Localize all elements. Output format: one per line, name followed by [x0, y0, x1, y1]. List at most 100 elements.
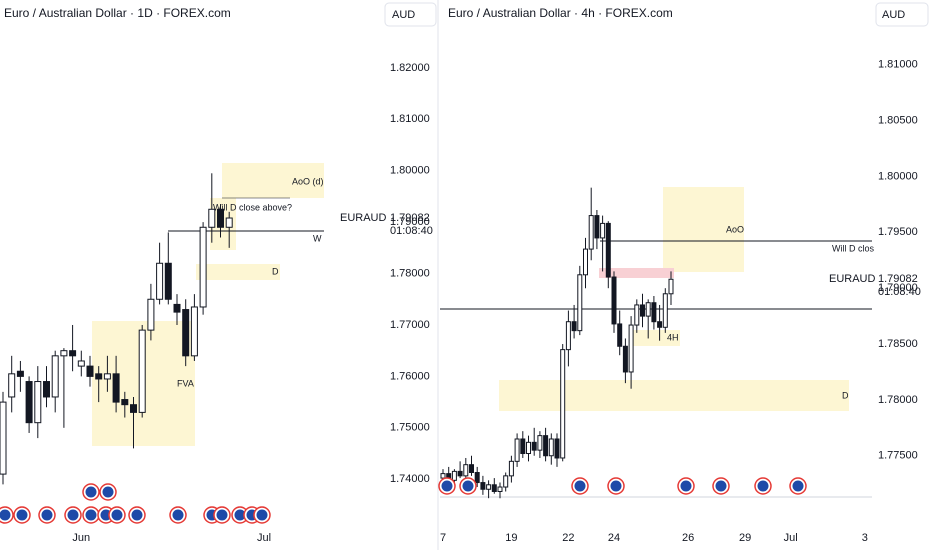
event-icon-core	[757, 480, 769, 492]
candle-body	[497, 486, 503, 492]
candle-body	[217, 208, 224, 228]
marks: 1.74000 1.75000 1.76000 1.77000 1.78000 1.790…	[0, 59, 921, 544]
candle-body	[8, 373, 16, 398]
x-tick-label: 3	[862, 532, 868, 544]
candle-body	[112, 373, 120, 403]
candle-body	[121, 399, 129, 406]
h4-zone	[630, 330, 680, 346]
candle-body	[86, 365, 94, 377]
candle-body	[480, 482, 486, 490]
candle-body	[225, 217, 233, 228]
event-icon-core	[462, 480, 474, 492]
currency-button[interactable]	[384, 2, 437, 27]
x-tick-label: 24	[608, 532, 620, 544]
last-price-label: 1.79082	[878, 273, 918, 285]
y-tick-label: 1.79000	[878, 282, 918, 294]
symbol-label: EURAUD	[829, 273, 876, 285]
candle-body	[491, 484, 497, 492]
x-tick-label: Jul	[784, 532, 798, 544]
candle-body	[173, 303, 181, 313]
candle-body	[640, 304, 645, 317]
d-zone	[499, 380, 849, 411]
candle-body	[588, 215, 594, 250]
candle-body	[0, 401, 7, 475]
candle-body	[69, 350, 77, 357]
currency[interactable]: AUD	[882, 9, 905, 21]
candle-body	[34, 381, 42, 424]
annotation: 4H	[667, 332, 679, 342]
candle-body	[657, 321, 663, 328]
candle-body	[565, 321, 571, 351]
currency-button[interactable]	[875, 2, 929, 27]
candle-body	[138, 329, 146, 413]
d-zone	[196, 264, 280, 280]
candle-body	[645, 302, 651, 317]
candle-body	[16, 370, 24, 377]
event-icon-core	[172, 509, 184, 521]
event-icon-core	[85, 509, 97, 521]
countdown-label: 01:08:40	[390, 225, 433, 237]
y-tick-label: 1.78000	[878, 394, 918, 406]
candle-body	[60, 350, 68, 357]
y-tick-label: 1.78000	[390, 267, 430, 279]
candle-body	[190, 306, 198, 357]
event-icon-core	[0, 509, 11, 521]
event-icon-core	[610, 480, 622, 492]
candle-body	[77, 360, 85, 367]
y-tick-label: 1.76000	[390, 370, 430, 382]
candle-body	[130, 404, 137, 413]
y-tick-label: 1.80500	[878, 115, 918, 127]
candle-body	[164, 262, 172, 300]
event-icon-core	[715, 480, 727, 492]
y-tick-label: 1.74000	[390, 473, 430, 485]
event-icon-core	[574, 480, 586, 492]
event-icon-core	[67, 509, 79, 521]
x-tick-label: 26	[682, 532, 694, 544]
candle-body	[43, 381, 50, 398]
x-tick-label: 7	[440, 532, 446, 544]
event-icon-core	[131, 509, 143, 521]
currency[interactable]: AUD	[392, 9, 415, 21]
candle-body	[554, 438, 560, 459]
event-icon-core	[102, 486, 114, 498]
y-tick-label: 1.81000	[390, 113, 430, 125]
event-icon-core	[234, 509, 246, 521]
annotation: Will D close above?	[213, 202, 292, 212]
y-tick-label: 1.75000	[390, 422, 430, 434]
y-tick-label: 1.79500	[878, 226, 918, 238]
event-icon-core	[41, 509, 53, 521]
candle-body	[543, 435, 549, 457]
y-tick-label: 1.80000	[390, 165, 430, 177]
event-icon-core	[16, 509, 28, 521]
chart-title: Euro / Australian Dollar · 4h · FOREX.co…	[448, 6, 673, 20]
x-tick-label: Jun	[72, 532, 90, 544]
candle-body	[628, 324, 634, 373]
x-tick-label: 29	[739, 532, 751, 544]
candle-body	[571, 321, 577, 332]
annotation: FVA	[177, 378, 194, 388]
event-icon-core	[256, 509, 268, 521]
candle-body	[520, 438, 526, 455]
candle-body	[182, 309, 190, 357]
symbol-label: EURAUD	[340, 212, 387, 224]
y-tick-label: 1.82000	[390, 62, 430, 74]
candle-body	[605, 222, 611, 278]
candle-body	[469, 464, 474, 473]
candle-body	[611, 276, 617, 325]
annotation: D	[842, 390, 849, 400]
y-tick-label: 1.77500	[878, 450, 918, 462]
candle-body	[583, 248, 588, 276]
chart-title: Euro / Australian Dollar · 1D · FOREX.co…	[4, 6, 231, 20]
aoo-zone	[663, 187, 744, 272]
candle-body	[25, 381, 33, 424]
event-icon-core	[111, 509, 123, 521]
candle-body	[617, 323, 623, 347]
countdown-label: 01:08:40	[878, 286, 921, 298]
annotation: W	[313, 233, 322, 243]
y-tick-label: 1.78500	[878, 338, 918, 350]
candle-body	[474, 472, 480, 484]
annotation: AoO	[726, 224, 744, 234]
candle-body	[577, 274, 583, 332]
candle-body	[51, 355, 59, 398]
candle-body	[514, 438, 520, 462]
